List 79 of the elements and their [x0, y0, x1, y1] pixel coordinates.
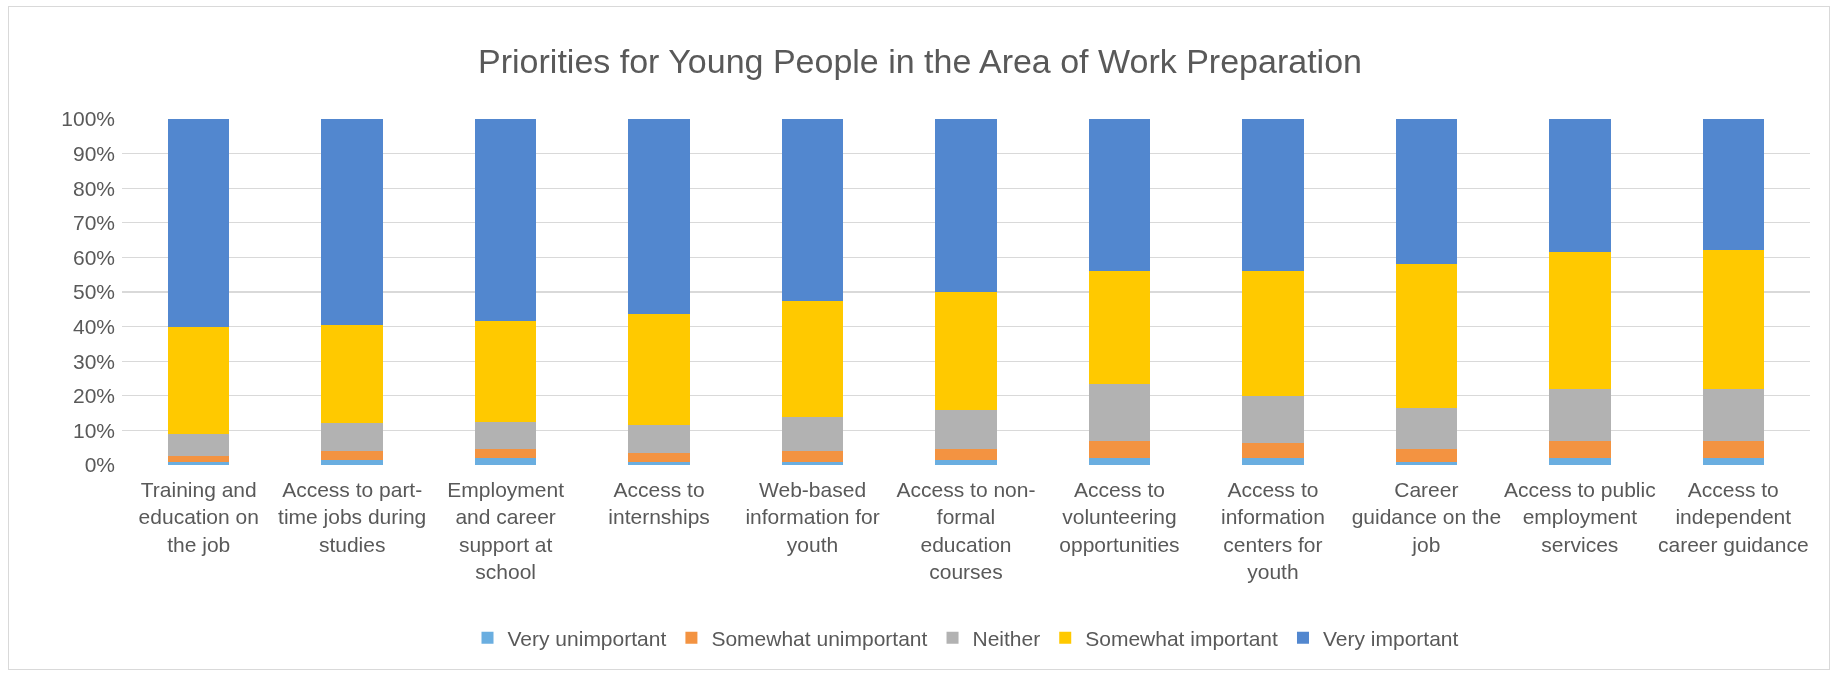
x-tick-label: Employment and career support at school [447, 478, 565, 583]
bar [1088, 383, 1151, 441]
x-tick-label: Access to independent career guidance [1657, 478, 1809, 556]
bar [1549, 119, 1611, 253]
bar [935, 292, 997, 410]
y-tick-label: 100% [61, 107, 115, 131]
y-tick-label: 90% [72, 141, 115, 165]
bar [321, 423, 383, 452]
chart-title: Priorities for Young People in the Area of Work Preparation [478, 41, 1362, 80]
bar [1549, 440, 1611, 459]
x-tick-label: Access to volunteering opportunities [1059, 478, 1180, 556]
bar [935, 449, 997, 460]
bar [321, 119, 383, 325]
bar [168, 456, 230, 462]
y-tick-label: 60% [72, 245, 115, 269]
bar [1088, 271, 1151, 384]
legend-label: Very important [1322, 626, 1459, 650]
x-tick-label: Training and education on the job [138, 478, 259, 556]
bar [1395, 264, 1458, 408]
x-tick-label: Access to internships [608, 478, 710, 529]
y-tick-label: 70% [72, 211, 115, 235]
bar [474, 449, 537, 459]
x-tick-label: Web-based information for youth [745, 478, 880, 556]
bar [628, 425, 690, 453]
y-tick-label: 50% [72, 280, 115, 304]
bar [1702, 388, 1764, 441]
bar [474, 458, 537, 465]
bar [1088, 119, 1151, 272]
x-tick-label: Career guidance on the job [1351, 478, 1502, 556]
bar [628, 452, 690, 462]
bar [1242, 119, 1304, 272]
x-tick-label: Access to public employment services [1503, 478, 1656, 556]
bar [628, 119, 690, 315]
bar [168, 119, 230, 327]
bar [1242, 395, 1304, 443]
y-tick-label: 40% [72, 314, 115, 338]
bar [781, 416, 844, 452]
bar [474, 421, 537, 450]
x-tick-label: Access to information centers for youth [1220, 478, 1325, 583]
bar [474, 321, 537, 422]
legend-label: Somewhat important [1085, 626, 1278, 650]
bar [1088, 440, 1151, 459]
y-tick-label: 20% [72, 384, 115, 408]
bar [628, 314, 690, 426]
bar [781, 300, 844, 417]
x-tick-label: Access to part-time jobs during studies [278, 478, 427, 556]
bar [935, 409, 997, 450]
y-tick-label: 10% [72, 418, 115, 442]
legend-label: Neither [972, 626, 1041, 650]
bar [1242, 271, 1304, 396]
y-tick-label: 80% [72, 176, 115, 200]
bar [1242, 442, 1304, 459]
bar [781, 451, 844, 462]
bar [1395, 407, 1458, 450]
bar [168, 433, 230, 457]
bar [1702, 440, 1764, 459]
bar [1395, 449, 1458, 462]
bar [1242, 458, 1304, 465]
bar [1702, 119, 1764, 251]
bar [1702, 250, 1764, 389]
bar [1549, 388, 1611, 441]
bar [1395, 119, 1458, 265]
x-tick-label: Access to non-formal education courses [896, 478, 1036, 583]
bar [1549, 458, 1611, 465]
bar [1088, 458, 1151, 465]
y-tick-label: 0% [84, 453, 115, 477]
bar [321, 324, 383, 424]
bar [935, 459, 997, 465]
bar [168, 326, 230, 434]
bar [321, 451, 383, 460]
bar [1702, 458, 1764, 465]
bar [935, 119, 997, 292]
bar [781, 119, 844, 301]
bar [321, 459, 383, 465]
legend-label: Somewhat unimportant [711, 626, 928, 650]
bar [1549, 252, 1611, 389]
y-tick-label: 30% [72, 349, 115, 373]
legend-label: Very unimportant [507, 626, 667, 650]
bar [474, 119, 537, 322]
